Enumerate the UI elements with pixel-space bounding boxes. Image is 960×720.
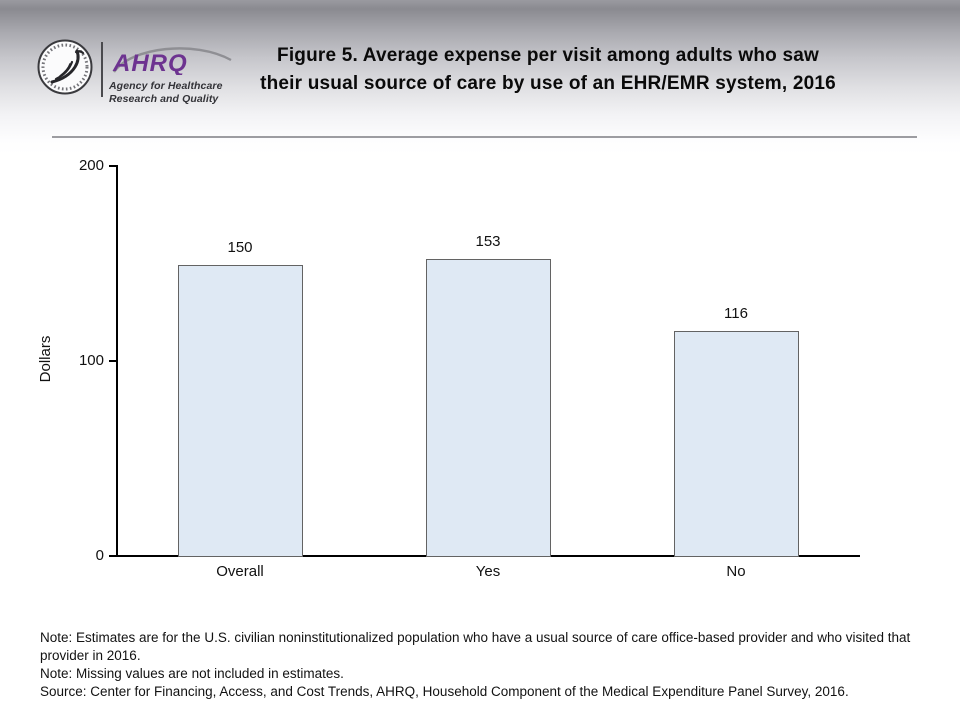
bar-value-label: 153	[475, 232, 501, 250]
bar-value-label: 116	[724, 304, 748, 322]
note-population: Note: Estimates are for the U.S. civilia…	[40, 630, 911, 663]
ahrq-acronym: AHRQ	[112, 50, 188, 75]
y-axis-line	[116, 165, 118, 557]
y-tick-label: 100	[78, 352, 104, 369]
bar-no	[673, 330, 799, 557]
y-tick-label: 0	[95, 547, 104, 564]
bar-overall	[177, 264, 303, 557]
header-gradient-band	[0, 0, 960, 155]
x-tick-label: Yes	[475, 563, 501, 580]
ahrq-agency-line1: Agency for Healthcare	[109, 80, 223, 92]
y-axis-title: Dollars	[37, 335, 54, 383]
figure-title: Figure 5. Average expense per visit amon…	[170, 42, 926, 98]
footnotes: Note: Estimates are for the U.S. civilia…	[40, 629, 924, 701]
bar-value-label: 150	[227, 238, 253, 256]
logo-divider	[101, 42, 103, 97]
y-tick-mark	[109, 360, 116, 362]
header-rule	[52, 136, 917, 138]
ahrq-wordmark-icon: AHRQ	[112, 47, 232, 77]
bar-yes	[425, 258, 551, 557]
note-missing-values: Note: Missing values are not included in…	[40, 666, 344, 681]
figure-title-line1: Figure 5. Average expense per visit amon…	[277, 45, 819, 66]
ahrq-logo: AHRQ Agency for Healthcare Research and …	[109, 43, 239, 105]
x-tick-label: No	[726, 563, 746, 580]
hhs-eagle-seal-icon	[37, 39, 93, 95]
y-tick-mark	[109, 165, 116, 167]
source-note: Source: Center for Financing, Access, an…	[40, 684, 849, 699]
ahrq-agency-line2: Research and Quality	[109, 92, 219, 105]
y-tick-label: 200	[78, 157, 104, 174]
x-tick-label: Overall	[216, 563, 264, 580]
figure-title-line2: their usual source of care by use of an …	[260, 73, 836, 94]
y-tick-mark	[109, 555, 116, 557]
